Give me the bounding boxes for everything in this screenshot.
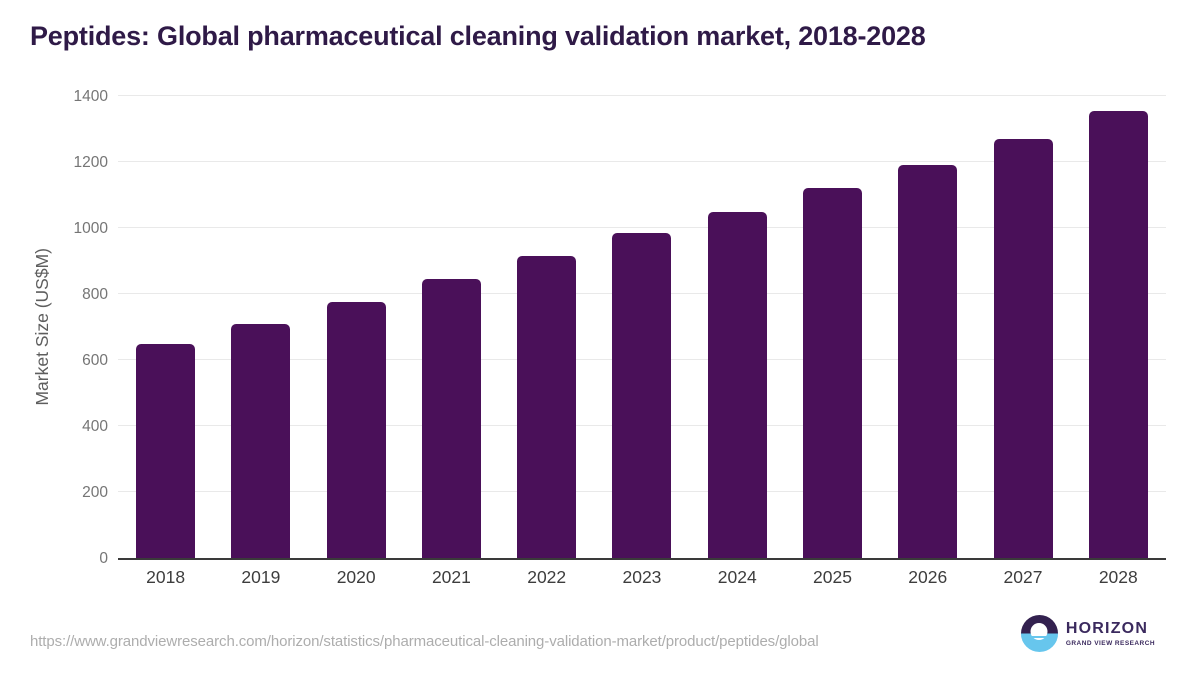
gridline bbox=[118, 227, 1166, 228]
y-tick-label: 800 bbox=[82, 285, 108, 303]
bar-2021 bbox=[421, 279, 481, 558]
source-url: https://www.grandviewresearch.com/horizo… bbox=[30, 633, 819, 650]
logo-text: HORIZON GRAND VIEW RESEARCH bbox=[1065, 619, 1155, 647]
x-tick-label: 2023 bbox=[622, 567, 662, 587]
bar-chart-plot bbox=[118, 95, 1166, 560]
gridline bbox=[118, 161, 1166, 162]
bar-2025 bbox=[802, 188, 862, 558]
x-tick-label: 2021 bbox=[431, 567, 471, 587]
x-tick-label: 2018 bbox=[146, 567, 186, 587]
bar-2022 bbox=[517, 256, 577, 558]
bar-slot bbox=[404, 96, 499, 558]
bar-2019 bbox=[231, 323, 291, 558]
bar-2024 bbox=[707, 211, 767, 558]
bar-2023 bbox=[612, 232, 672, 558]
gridline bbox=[118, 95, 1166, 96]
horizon-logo: HORIZON GRAND VIEW RESEARCH bbox=[1020, 615, 1155, 652]
bar-2028 bbox=[1088, 110, 1148, 558]
y-tick-label: 1000 bbox=[73, 219, 108, 237]
bar-slot bbox=[785, 96, 880, 558]
horizon-sunset-icon bbox=[1020, 615, 1058, 652]
water-reflection-line bbox=[1020, 635, 1058, 638]
y-tick-label: 400 bbox=[82, 417, 108, 435]
x-tick-label: 2026 bbox=[908, 567, 948, 587]
bar-slot bbox=[213, 96, 308, 558]
y-tick-label: 200 bbox=[82, 483, 108, 501]
x-tick-label: 2028 bbox=[1098, 567, 1138, 587]
bar-2018 bbox=[136, 343, 196, 558]
x-tick-label: 2025 bbox=[813, 567, 852, 587]
logo-subtitle: GRAND VIEW RESEARCH bbox=[1065, 639, 1155, 647]
y-tick-label: 1400 bbox=[73, 87, 108, 105]
bar-slot bbox=[1071, 96, 1166, 558]
y-tick-label: 1200 bbox=[73, 153, 108, 171]
logo-name: HORIZON bbox=[1065, 619, 1149, 637]
page-title: Peptides: Global pharmaceutical cleaning… bbox=[30, 21, 926, 51]
y-tick-label: 0 bbox=[99, 549, 108, 567]
water-reflection-line bbox=[1020, 640, 1058, 643]
y-axis: 0 200 400 600 800 1000 1200 1400 bbox=[0, 88, 108, 565]
bar-slot bbox=[690, 96, 785, 558]
bar-2027 bbox=[993, 138, 1053, 558]
x-tick-label: 2024 bbox=[717, 567, 757, 587]
bar-slot bbox=[880, 96, 975, 558]
bar-slot bbox=[309, 96, 404, 558]
bar-2020 bbox=[326, 302, 386, 558]
bar-slot bbox=[118, 96, 213, 558]
bar-slot bbox=[975, 96, 1070, 558]
x-tick-label: 2022 bbox=[527, 567, 567, 587]
bar-slot bbox=[499, 96, 594, 558]
bar-slot bbox=[594, 96, 689, 558]
bars-container bbox=[118, 96, 1166, 558]
bar-2026 bbox=[898, 165, 958, 558]
x-axis: 2018 2019 2020 2021 2022 2023 2024 2025 2026 2027… bbox=[118, 567, 1166, 588]
x-tick-label: 2020 bbox=[336, 567, 376, 587]
x-tick-label: 2019 bbox=[241, 567, 281, 587]
x-tick-label: 2027 bbox=[1003, 567, 1043, 587]
y-tick-label: 600 bbox=[82, 351, 108, 369]
